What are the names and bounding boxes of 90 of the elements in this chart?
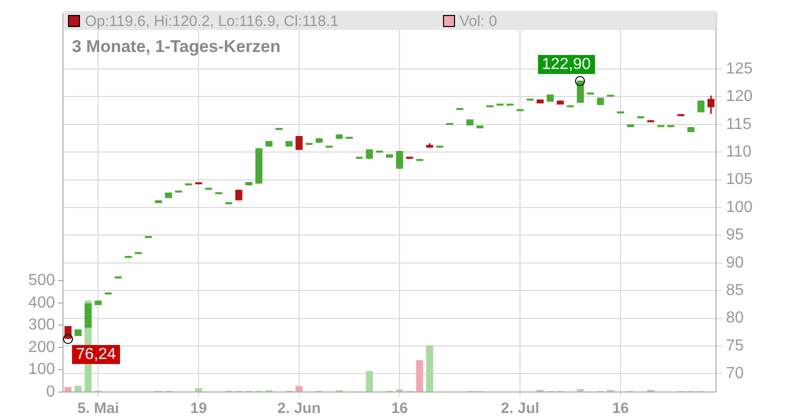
y-tick-label: 85	[726, 282, 744, 300]
x-tick-label: 2. Jul	[500, 400, 540, 418]
candlestick	[164, 192, 172, 199]
candlestick	[326, 145, 333, 148]
annotation: 122,90	[538, 54, 595, 74]
candlestick	[225, 202, 232, 205]
candlestick	[506, 103, 514, 106]
candlestick	[134, 252, 142, 255]
candlestick	[516, 108, 524, 112]
annotation: 76,24	[72, 345, 120, 364]
y2-tick-label: 200	[28, 338, 56, 356]
candlestick	[84, 302, 92, 328]
candlestick	[436, 145, 444, 148]
candlestick	[346, 136, 353, 140]
y-tick-label: 125	[726, 60, 753, 78]
candlestick	[687, 126, 694, 133]
candlestick	[637, 116, 644, 120]
y2-tick-label: 400	[28, 294, 56, 312]
candlestick	[306, 142, 313, 146]
y-tick-label: 70	[726, 365, 744, 382]
annotation: Vol: 0	[460, 12, 498, 30]
candlestick	[596, 97, 604, 106]
candlestick	[296, 135, 303, 151]
y-tick-label: 90	[726, 254, 744, 272]
candlestick	[476, 124, 484, 130]
candlestick	[124, 256, 132, 259]
candlestick	[195, 182, 202, 185]
bar	[195, 388, 202, 392]
candlestick	[74, 328, 82, 337]
candlestick	[697, 100, 704, 113]
y-tick-label: 115	[726, 116, 752, 133]
annotation: Op:119.6, Hi:120.2, Lo:116.9, Cl:118.1	[85, 12, 339, 30]
candlestick	[406, 156, 414, 160]
bar	[366, 371, 373, 392]
candlestick	[376, 150, 383, 154]
x-tick-label: 16	[612, 400, 629, 418]
y2-tick-label: 500	[28, 272, 56, 290]
candlestick	[466, 118, 474, 126]
y-tick-label: 105	[726, 171, 753, 188]
x-tick-label: 2. Jun	[277, 400, 321, 418]
candlestick	[286, 140, 293, 148]
candlestick	[144, 236, 152, 239]
candlestick	[526, 98, 534, 102]
candlestick	[566, 104, 574, 108]
candlestick	[94, 300, 102, 306]
candlestick	[205, 187, 212, 191]
y-tick-label: 75	[726, 337, 744, 354]
y2-tick-label: 100	[28, 361, 56, 378]
candlestick	[556, 100, 564, 106]
candlestick	[546, 94, 554, 102]
bar	[296, 386, 303, 392]
candlestick	[416, 158, 424, 162]
x-tick-label: 16	[391, 400, 408, 418]
candlestick	[185, 182, 192, 186]
candlestick	[617, 110, 624, 114]
candlestick	[576, 80, 584, 104]
candlestick	[275, 128, 283, 131]
candlestick	[657, 124, 664, 128]
y2-tick-label: 300	[28, 316, 56, 334]
candlestick	[245, 181, 252, 186]
candlestick	[486, 104, 494, 108]
candlestick	[356, 156, 363, 160]
candlestick	[386, 154, 394, 158]
candlestick	[215, 192, 222, 195]
y-tick-label: 80	[726, 310, 744, 327]
candlestick	[336, 134, 343, 140]
y-tick-label: 120	[726, 88, 753, 106]
candlestick	[607, 94, 614, 98]
candlestick	[396, 150, 404, 170]
y-tick-label: 110	[726, 144, 752, 161]
y-tick-label: 95	[726, 226, 744, 244]
y2-tick-label: 0	[46, 383, 56, 400]
candlestick	[265, 140, 272, 148]
x-tick-label: 19	[190, 400, 207, 418]
candlestick	[536, 98, 544, 104]
candlestick	[255, 147, 262, 184]
text: 3 Monate, 1-Tages-Kerzen	[72, 37, 280, 57]
bar	[64, 387, 72, 392]
x-tick-label: 5. Mai	[77, 400, 120, 418]
bar	[74, 386, 82, 392]
candlestick	[175, 190, 182, 194]
info-strip: Op:119.6, Hi:120.2, Lo:116.9, Cl:118.1 Vol: 0	[64, 11, 716, 30]
candlestick	[667, 124, 674, 128]
candlestick	[496, 103, 504, 106]
bar	[416, 360, 424, 392]
y-tick-label: 100	[726, 198, 753, 216]
bar	[426, 345, 434, 392]
candlestick	[235, 189, 242, 202]
candlestick	[114, 276, 122, 280]
candlestick	[677, 114, 684, 117]
